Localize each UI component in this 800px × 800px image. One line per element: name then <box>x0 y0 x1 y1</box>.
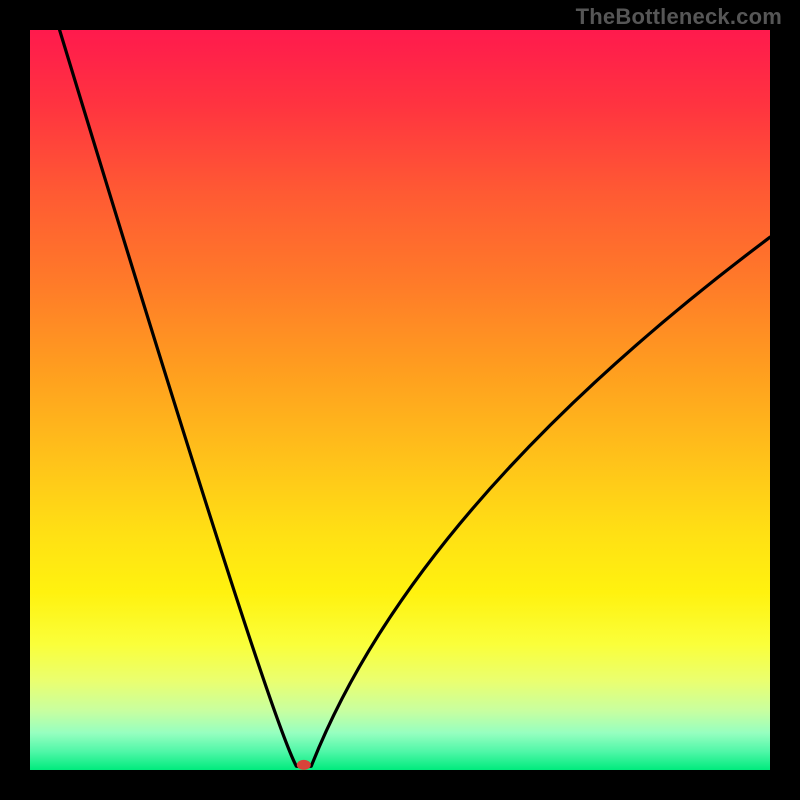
optimal-point-marker <box>297 760 311 770</box>
chart-svg <box>30 30 770 770</box>
bottleneck-curve-chart <box>30 30 770 770</box>
chart-container: TheBottleneck.com <box>0 0 800 800</box>
watermark-text: TheBottleneck.com <box>576 4 782 30</box>
chart-background <box>30 30 770 770</box>
